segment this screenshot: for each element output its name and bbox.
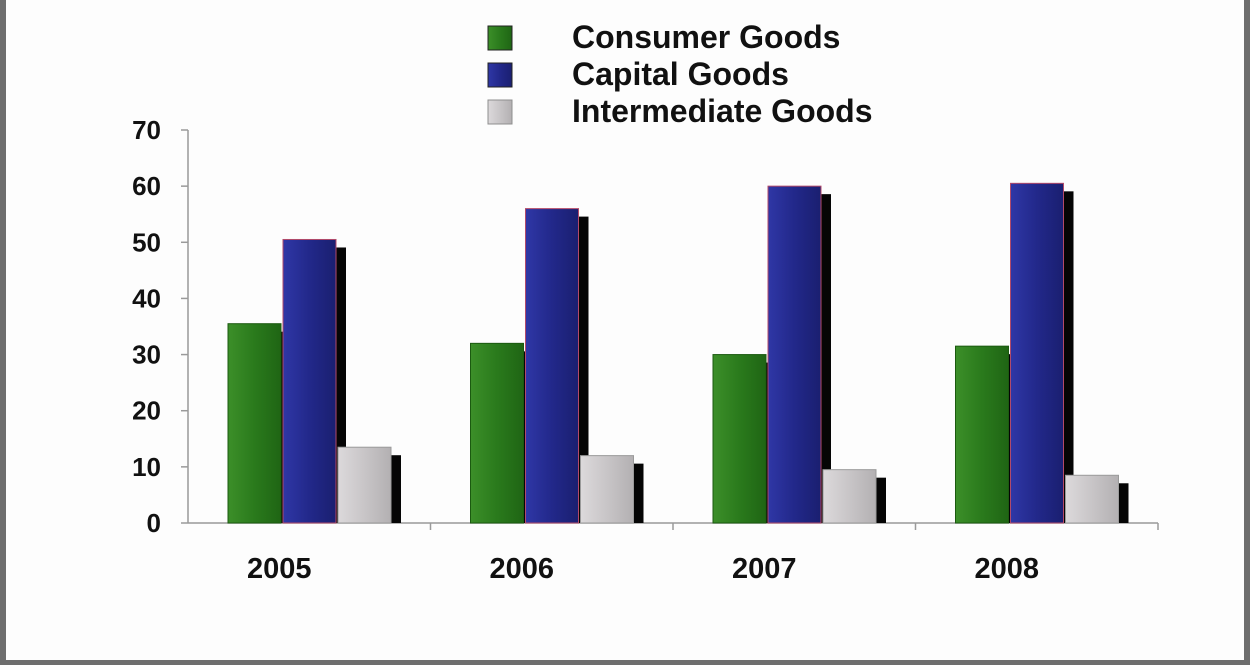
legend-label-capital-goods: Capital Goods [572,56,789,92]
y-tick-label: 30 [132,340,161,370]
bar-shadow [1118,483,1129,523]
bar-capital-goods-2005[interactable] [282,238,337,524]
bar-shadow [391,455,401,523]
bar-chart: 0 10 20 30 40 50 60 70 2005 2006 2007 2008 Consumer… [132,19,1159,585]
bar-capital-goods-2008[interactable] [1010,182,1064,524]
bar-shadow [336,247,346,523]
bar-consumer-goods-2005[interactable] [227,323,282,524]
bar-consumer-goods-2008[interactable] [955,345,1009,524]
bar-consumer-goods-2007[interactable] [712,354,767,524]
x-tick-label: 2008 [974,553,1039,585]
bar-consumer-goods-2006[interactable] [470,342,524,524]
bar-shadow [1063,191,1074,524]
legend-swatch-consumer-goods [487,25,513,51]
bar-intermediate-goods-2006[interactable] [580,455,634,524]
bar-shadow [821,194,831,523]
legend-swatch-intermediate-goods [487,99,513,125]
bar-intermediate-goods-2008[interactable] [1065,474,1119,524]
y-tick-label: 10 [132,452,161,482]
legend-label-intermediate-goods: Intermediate Goods [572,93,873,129]
bar-capital-goods-2007[interactable] [767,185,822,524]
y-tick-label: 0 [147,508,161,538]
x-tick-label: 2006 [489,553,554,585]
y-tick-label: 60 [132,171,161,201]
bar-intermediate-goods-2005[interactable] [337,446,392,524]
y-tick-label: 40 [132,283,161,313]
bar-shadow [876,477,886,523]
legend-label-consumer-goods: Consumer Goods [572,19,840,55]
bar-shadow [633,463,644,523]
bar-shadow [578,216,589,523]
x-tick-label: 2005 [247,553,312,585]
y-tick-label: 70 [132,115,161,145]
y-tick-label: 20 [132,396,161,426]
bar-intermediate-goods-2007[interactable] [822,469,877,524]
bar-capital-goods-2006[interactable] [525,208,579,524]
x-tick-label: 2007 [732,553,797,585]
y-tick-label: 50 [132,227,161,257]
legend-swatch-capital-goods [487,62,513,88]
